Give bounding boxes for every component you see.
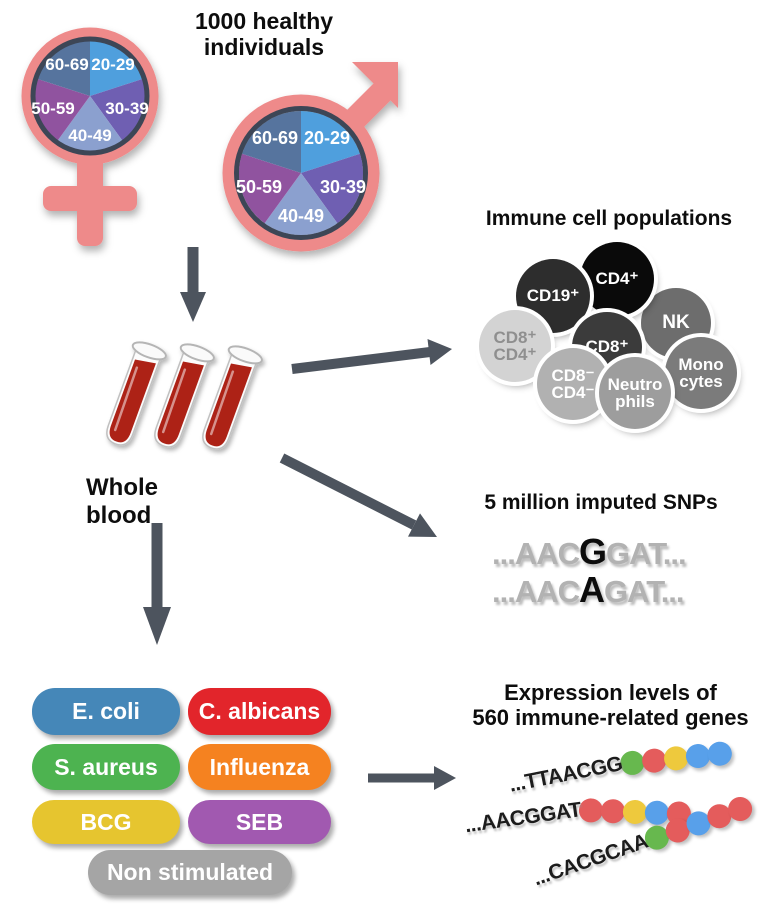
cell-circle-monocytes: Mono cytes bbox=[665, 337, 737, 409]
female-age-pie: 20-29 30-39 40-49 50-59 60-69 bbox=[30, 36, 150, 156]
male-symbol-icon: 20-29 30-39 40-49 50-59 60-69 bbox=[222, 62, 398, 252]
snp-sequence-2: ...AACAGAT... bbox=[492, 569, 685, 611]
pie-wedge-30-39 bbox=[301, 153, 364, 224]
stimulation-pill-ecoli: E. coli bbox=[32, 688, 180, 735]
stimulation-pill-nonstimulated: Non stimulated bbox=[88, 850, 292, 895]
expression-dot bbox=[622, 799, 648, 825]
blood-tubes bbox=[106, 341, 263, 450]
blood-tube-3 bbox=[202, 345, 263, 450]
stimulation-pill-bcg: BCG bbox=[32, 800, 180, 844]
snp-sequence-1: ...AACGGAT... bbox=[492, 531, 687, 573]
expression-dot bbox=[706, 740, 733, 767]
pill-label: Non stimulated bbox=[106, 859, 274, 885]
pill-label: Influenza bbox=[209, 753, 310, 780]
stimulation-pill-influenza: Influenza bbox=[188, 744, 331, 790]
arrow-blood-to-stimulations-icon bbox=[143, 523, 171, 645]
female-symbol-icon: 20-29 30-39 40-49 50-59 60-69 bbox=[21, 27, 159, 246]
pill-label: SEB bbox=[235, 808, 284, 835]
blood-tube-2 bbox=[154, 343, 215, 448]
pie-label: 60-69 bbox=[252, 128, 298, 148]
pie-label: 50-59 bbox=[236, 177, 282, 197]
pie-wedge-20-29 bbox=[301, 110, 360, 173]
cell-label: CD8⁻ CD4⁻ bbox=[551, 365, 595, 402]
pill-label: BCG bbox=[80, 808, 132, 835]
pie-label: 50-59 bbox=[31, 99, 74, 118]
stimulation-pill-seb: SEB bbox=[188, 800, 331, 844]
cell-label: Neutro phils bbox=[607, 374, 663, 411]
snp-seq-prefix: ...AAC bbox=[492, 574, 580, 609]
snp-seq-prefix: ...AAC bbox=[492, 536, 580, 571]
pill-label: S. aureus bbox=[54, 753, 158, 780]
pill-label: C. albicans bbox=[198, 698, 321, 724]
pill-label: E. coli bbox=[72, 698, 140, 724]
expression-dot bbox=[684, 742, 711, 770]
expression-dot bbox=[600, 798, 626, 824]
arrow-blood-to-snps-icon bbox=[279, 453, 437, 537]
arrow-blood-to-cells-icon bbox=[291, 339, 452, 374]
cell-circle-cd4: CD4⁺ bbox=[580, 242, 654, 316]
pie-label: 40-49 bbox=[68, 126, 111, 145]
expression-title-line1: Expression levels of bbox=[504, 680, 717, 705]
male-age-pie: 20-29 30-39 40-49 50-59 60-69 bbox=[234, 106, 368, 240]
expression-dot bbox=[662, 745, 690, 772]
cell-circle-neutrophils: Neutro phils bbox=[599, 357, 671, 429]
pie-wedge-30-39 bbox=[90, 79, 145, 141]
pie-wedge-60-69 bbox=[37, 41, 90, 96]
snp-seq-suffix: GAT... bbox=[606, 536, 687, 571]
cell-label: CD4⁺ bbox=[595, 269, 639, 289]
immune-cells-title: Immune cell populations bbox=[485, 207, 733, 230]
expression-dot bbox=[640, 747, 668, 774]
cell-label: CD19⁺ bbox=[526, 286, 580, 306]
pie-label: 40-49 bbox=[278, 206, 324, 226]
cell-label: Mono cytes bbox=[678, 354, 724, 391]
pie-label: 20-29 bbox=[91, 55, 134, 74]
pie-wedge-50-59 bbox=[35, 79, 90, 141]
arrow-stimulations-to-expression-icon bbox=[368, 766, 456, 790]
snp-variant-letter: A bbox=[579, 569, 605, 610]
expression-title: Expression levels of 560 immune-related … bbox=[450, 680, 771, 731]
pie-label: 60-69 bbox=[45, 55, 88, 74]
pie-wedge-40-49 bbox=[57, 96, 123, 151]
pie-label: 20-29 bbox=[304, 128, 350, 148]
snp-variant-letter: G bbox=[579, 531, 607, 572]
pie-wedge-40-49 bbox=[264, 173, 338, 236]
cohort-title: 1000 healthy individuals bbox=[194, 8, 334, 61]
pie-wedge-50-59 bbox=[238, 153, 301, 224]
cell-label: CD8⁺ CD4⁺ bbox=[493, 327, 537, 364]
stimulation-pill-saureus: S. aureus bbox=[32, 744, 180, 790]
snp-seq-suffix: GAT... bbox=[604, 574, 685, 609]
stimulation-pill-calbicans: C. albicans bbox=[188, 688, 331, 735]
whole-blood-label: Whole blood bbox=[86, 474, 158, 529]
snps-title: 5 million imputed SNPs bbox=[484, 491, 718, 514]
arrow-cohort-to-blood-icon bbox=[180, 247, 206, 322]
blood-tube-1 bbox=[106, 341, 167, 446]
pie-wedge-60-69 bbox=[242, 110, 301, 173]
cell-label: NK bbox=[662, 312, 690, 334]
pie-label: 30-39 bbox=[105, 99, 148, 118]
cell-circle-cd8neg-cd4neg: CD8⁻ CD4⁻ bbox=[537, 348, 609, 420]
cell-label: CD8⁺ bbox=[585, 337, 629, 357]
pie-label: 30-39 bbox=[320, 177, 366, 197]
expression-title-line2: 560 immune-related genes bbox=[472, 705, 749, 731]
pie-wedge-20-29 bbox=[90, 41, 143, 96]
